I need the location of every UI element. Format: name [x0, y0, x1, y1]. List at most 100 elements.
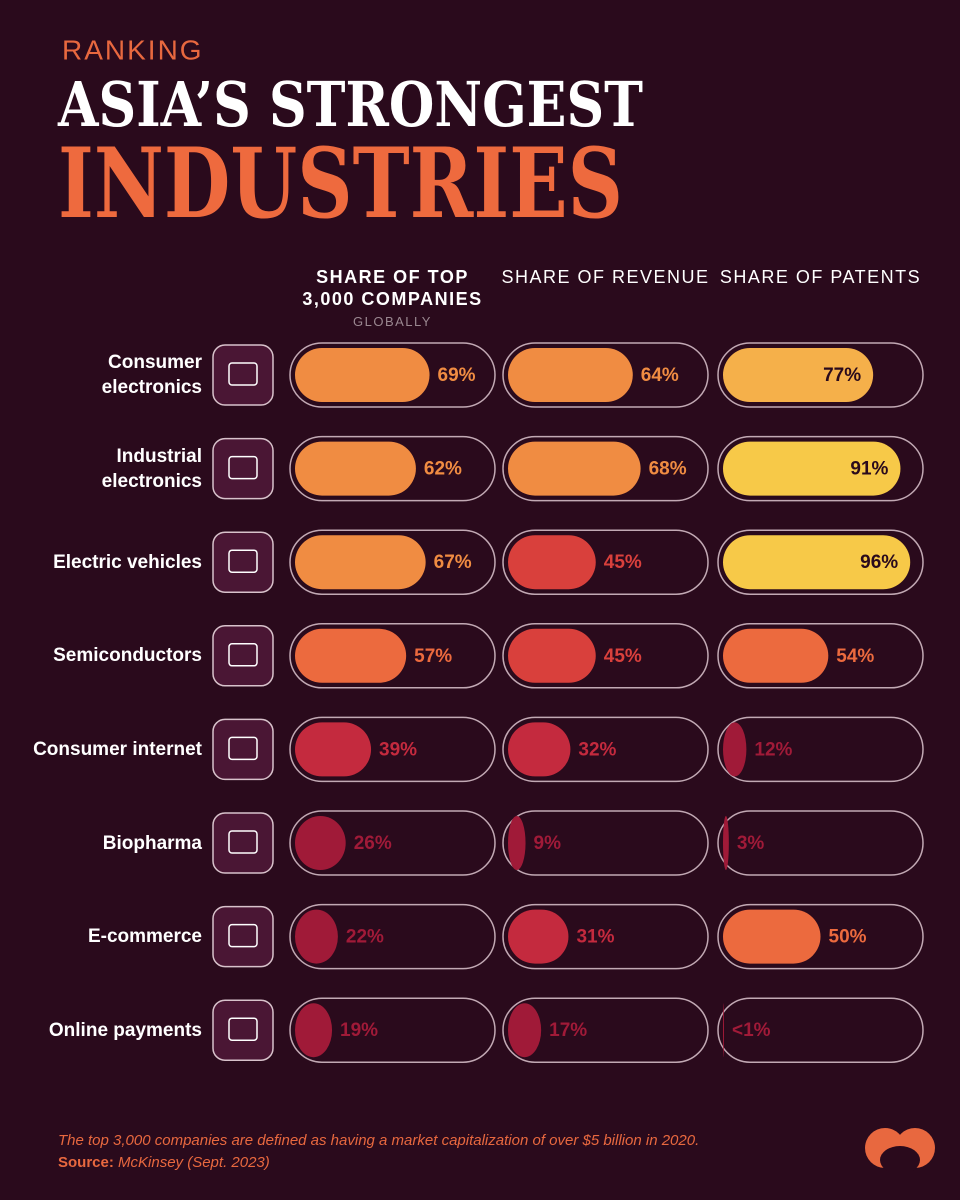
pill	[289, 903, 496, 970]
category-icon	[212, 999, 274, 1061]
value-label: 68%	[649, 459, 687, 480]
pill	[502, 435, 709, 502]
bar	[295, 722, 372, 777]
value-label: 39%	[379, 739, 417, 760]
bar	[723, 441, 901, 496]
pill	[289, 997, 496, 1063]
bar	[723, 1003, 724, 1058]
logo-shape	[880, 1146, 920, 1174]
category-icon	[212, 437, 274, 500]
title: ASIA’S STRONGEST	[57, 68, 643, 141]
bar	[295, 628, 407, 683]
series-note: GLOBALLY	[353, 314, 432, 329]
bar	[295, 909, 338, 964]
pill	[502, 623, 709, 689]
bar	[295, 348, 430, 402]
pill	[717, 716, 924, 783]
bar	[508, 816, 526, 870]
icon-glyph	[228, 736, 258, 761]
bar	[508, 1003, 542, 1058]
bar	[508, 722, 571, 777]
category-icon	[212, 812, 274, 874]
icon-glyph	[228, 455, 258, 480]
category-label: Consumer internet	[33, 738, 202, 760]
icon-glyph	[228, 549, 258, 573]
icon-glyph	[228, 923, 258, 948]
value-label: 45%	[604, 552, 642, 573]
value-label: 12%	[754, 739, 792, 760]
pill	[717, 997, 924, 1063]
category-icon	[212, 344, 274, 406]
category-icon	[212, 718, 274, 781]
value-label: 45%	[604, 646, 642, 667]
value-label: 9%	[534, 833, 562, 854]
value-label: 64%	[641, 365, 679, 386]
pill	[289, 435, 496, 502]
value-label: 91%	[850, 459, 888, 480]
pill	[502, 997, 709, 1063]
category-icon	[212, 625, 274, 687]
value-label: 62%	[424, 459, 462, 480]
bar	[295, 535, 426, 590]
source-line: Source: McKinsey (Sept. 2023)	[58, 1152, 699, 1174]
value-label: 77%	[823, 365, 861, 386]
bar	[508, 535, 596, 590]
value-label: 17%	[549, 1020, 587, 1041]
source-label: Source:	[58, 1154, 114, 1171]
pill	[502, 342, 709, 408]
pill	[289, 623, 496, 689]
footnote: The top 3,000 companies are defined as h…	[58, 1132, 700, 1149]
value-label: 26%	[354, 833, 392, 854]
logo	[865, 1128, 935, 1174]
pill	[717, 342, 924, 408]
value-label: 3%	[737, 833, 765, 854]
value-label: 22%	[346, 927, 384, 948]
bar	[723, 909, 821, 964]
pill	[502, 529, 709, 595]
category-label: Semiconductors	[53, 645, 202, 667]
pill	[289, 342, 496, 408]
category-label: Online payments	[48, 1019, 202, 1041]
icon-glyph	[228, 830, 258, 854]
value-label: 96%	[860, 552, 898, 573]
category-label: Consumer electronics	[101, 352, 202, 398]
icon-glyph	[228, 362, 258, 386]
column-header: SHARE OF PATENTS	[716, 266, 926, 288]
series-name: SHARE OF TOP 3,000 COMPANIES	[302, 267, 483, 309]
bar	[508, 348, 633, 402]
pill	[717, 529, 924, 595]
value-label: 19%	[340, 1020, 378, 1041]
pill	[717, 903, 924, 970]
bar	[508, 441, 641, 496]
pill	[289, 716, 496, 783]
bar	[723, 535, 911, 590]
pill	[717, 623, 924, 689]
footnote-block: The top 3,000 companies are defined as h…	[58, 1130, 699, 1174]
pill	[502, 716, 709, 783]
pill	[717, 810, 924, 876]
pill	[717, 435, 924, 502]
bar	[723, 628, 829, 683]
value-label: 67%	[434, 552, 472, 573]
pill	[289, 810, 496, 876]
value-label: 57%	[414, 646, 452, 667]
bar	[723, 348, 874, 402]
bar	[508, 628, 596, 683]
category-label: Electric vehicles	[53, 551, 202, 573]
icon-glyph	[228, 1017, 258, 1041]
bar	[723, 722, 747, 777]
series-name: SHARE OF PATENTS	[719, 267, 922, 287]
pill	[289, 529, 496, 595]
category-icon	[212, 531, 274, 593]
title-highlight: INDUSTRIES	[58, 127, 623, 240]
column-header: SHARE OF REVENUE	[501, 266, 711, 288]
value-label: 69%	[438, 365, 476, 386]
bar	[295, 1003, 333, 1058]
category-icon	[212, 905, 274, 968]
category-label: Industrial electronics	[101, 445, 202, 492]
value-label: 50%	[829, 927, 867, 948]
value-label: 54%	[836, 646, 874, 667]
bar	[723, 816, 729, 870]
